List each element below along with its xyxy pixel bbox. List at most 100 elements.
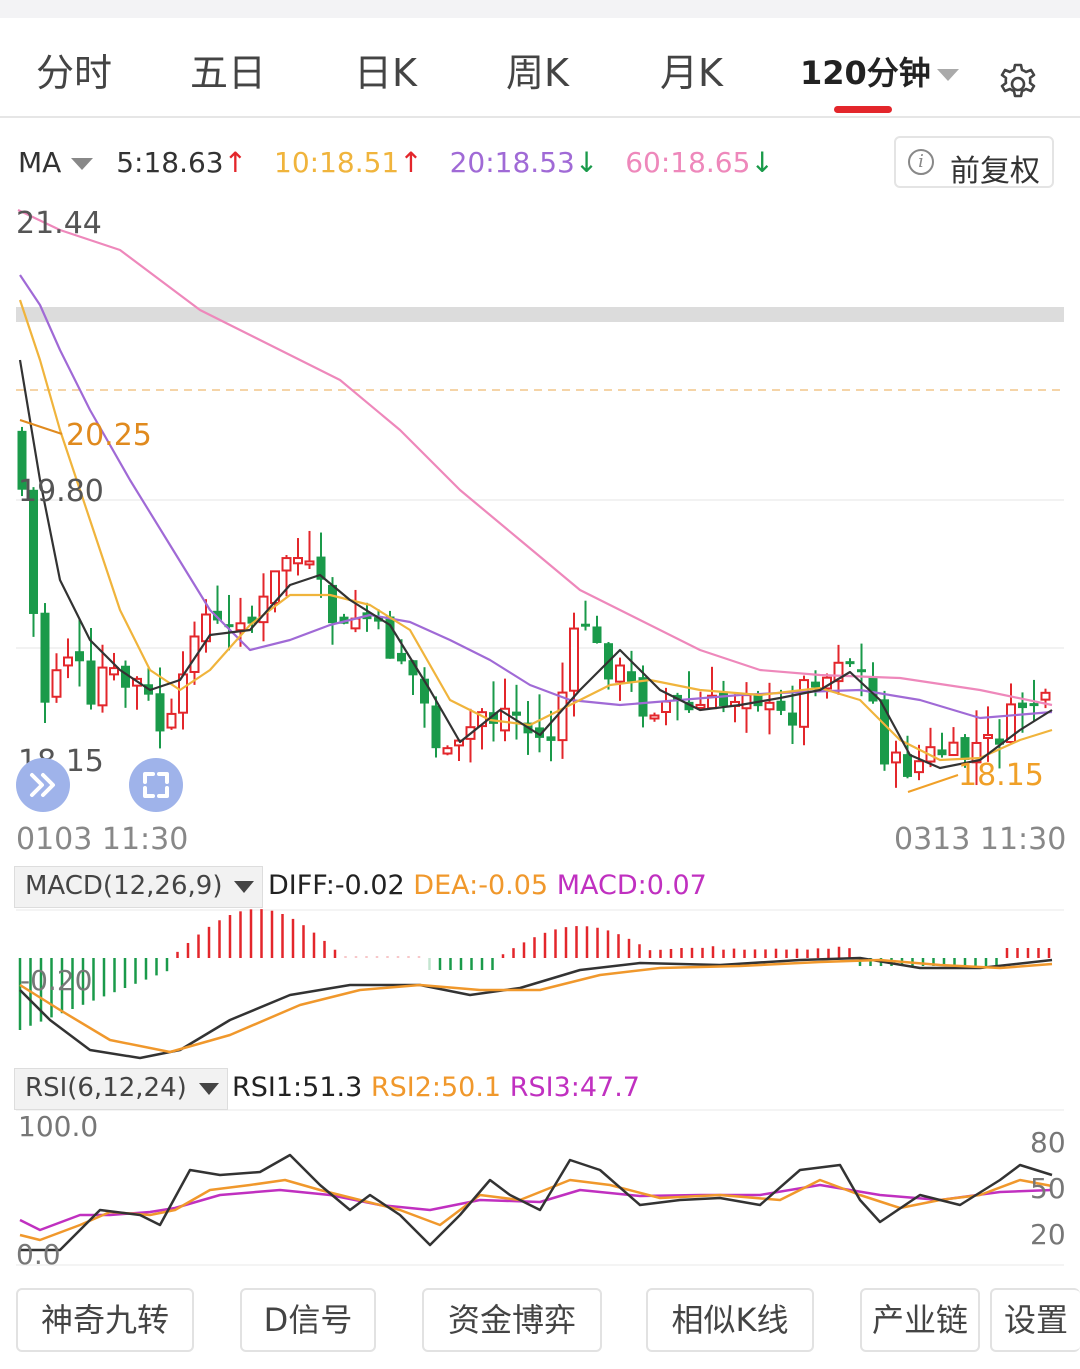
rsi-selector[interactable]: RSI(6,12,24) <box>14 1068 228 1110</box>
kline-candle-up <box>569 627 579 692</box>
similar-kline-button[interactable]: 相似K线 <box>646 1288 814 1352</box>
kline-candle-down <box>86 660 96 705</box>
ma5-text: 5:18.63 <box>116 146 224 179</box>
rsi-level-50: 50 <box>1030 1172 1066 1205</box>
tab-daily-k[interactable]: 日K <box>354 51 417 95</box>
ma10-arrow-icon: ↑ <box>399 146 423 179</box>
kline-candle-up <box>615 664 625 683</box>
kline-candle-up <box>97 666 108 707</box>
kline-candle-down <box>857 669 866 673</box>
macd-selector[interactable]: MACD(12,26,9) <box>14 866 264 908</box>
kline-candle-down <box>213 610 222 621</box>
active-tab-indicator <box>834 106 892 113</box>
kline-candle-down <box>638 677 648 717</box>
kline-candle-up <box>442 747 453 755</box>
kline-candle-up <box>948 741 959 757</box>
expand-forward-button[interactable] <box>16 758 70 812</box>
tab-intraday[interactable]: 分时 <box>36 51 113 95</box>
kline-candle-up <box>914 760 924 774</box>
kline-candle-down <box>408 660 418 676</box>
status-strip <box>0 0 1080 18</box>
kline-candle-up <box>293 557 303 565</box>
kline-candle-up <box>1006 703 1016 744</box>
kline-candle-up <box>891 751 901 764</box>
kline-candle-up <box>741 694 752 710</box>
price-level-label: 19.80 <box>18 474 104 509</box>
kline-candle-up <box>51 669 62 698</box>
rsi-values: RSI1:51.3 RSI2:50.1 RSI3:47.7 <box>232 1072 640 1103</box>
rsi-top-label: 100.0 <box>18 1110 99 1143</box>
high-price-marker: 20.25 <box>66 418 152 453</box>
kline-candle-up <box>695 703 706 709</box>
kline-candle-down <box>776 700 786 711</box>
kline-candle-down <box>75 651 84 662</box>
kline-candle-down <box>224 624 234 628</box>
fullscreen-button[interactable] <box>129 758 183 812</box>
rsi3-value: RSI3:47.7 <box>509 1072 640 1103</box>
kline-candle-down <box>397 652 406 662</box>
ma5-value: 5:18.63↑ <box>116 146 247 179</box>
kline-candle-up <box>109 667 119 676</box>
ma60-value: 60:18.65↓ <box>625 146 774 179</box>
price-adjust-button[interactable]: i 前复权 <box>894 136 1054 189</box>
kline-candle-up <box>500 707 510 732</box>
kline-candle-down <box>546 736 556 741</box>
ma20-value: 20:18.53↓ <box>450 146 599 179</box>
kline-candle-down <box>29 489 38 614</box>
tab-weekly-k[interactable]: 周K <box>506 51 569 95</box>
rsi-bottom-label: 0.0 <box>16 1238 61 1271</box>
kline-candle-down <box>17 430 27 490</box>
price-band <box>16 307 1064 322</box>
magic-nine-button[interactable]: 神奇九转 <box>16 1288 194 1352</box>
macd-axis-label: -0.20 <box>20 964 93 997</box>
info-icon: i <box>908 149 934 175</box>
bottom-toolbar: 神奇九转 D信号 资金博弈 相似K线 产业链 设置 <box>0 1288 1080 1358</box>
kline-candle-up <box>189 635 200 673</box>
kline-candle-up <box>661 700 671 713</box>
kline-candle-down <box>995 738 1004 745</box>
kline-candle-down <box>374 617 383 622</box>
ma60-text: 60:18.65 <box>625 146 751 179</box>
ma-legend: MA 5:18.63↑ 10:18.51↑ 20:18.53↓ 60:18.65… <box>18 146 774 186</box>
rsi2-value: RSI2:50.1 <box>370 1072 502 1103</box>
macd-selector-label: MACD(12,26,9) <box>25 871 223 901</box>
kline-candle-down <box>592 626 602 644</box>
kline-candle-down <box>247 616 257 624</box>
tab-monthly-k[interactable]: 月K <box>660 51 723 95</box>
capital-game-button[interactable]: 资金博弈 <box>422 1288 602 1352</box>
ma60-arrow-icon: ↓ <box>750 146 774 179</box>
fullscreen-icon <box>143 772 169 798</box>
settings-button[interactable]: 设置 <box>990 1288 1080 1352</box>
rsi1-value: RSI1:51.3 <box>232 1072 363 1103</box>
kline-candle-up <box>764 701 775 711</box>
kline-candle-down <box>328 584 337 624</box>
price-max-label: 21.44 <box>16 206 102 241</box>
tab-120min[interactable]: 120分钟 <box>800 48 959 94</box>
kline-candle-down <box>339 616 349 624</box>
kline-candle-down <box>489 712 498 724</box>
ma-chevron-down-icon <box>71 158 94 170</box>
tab-120min-label: 120分钟 <box>800 54 931 92</box>
ma10-value: 10:18.51↑ <box>274 146 423 179</box>
ma60-line <box>17 209 1053 707</box>
kline-candle-down <box>845 661 855 665</box>
kline-candle-down <box>40 612 50 703</box>
ma10-text: 10:18.51 <box>274 146 400 179</box>
kline-candle-down <box>880 699 889 765</box>
ma5-line <box>18 359 1053 770</box>
kline-chart-area[interactable] <box>0 190 1080 1280</box>
low-price-marker: 18.15 <box>958 758 1044 793</box>
kline-candle-up <box>1040 691 1051 701</box>
rsi-level-80: 80 <box>1030 1126 1066 1159</box>
tab-five-day[interactable]: 五日 <box>190 51 267 95</box>
kline-candle-down <box>753 693 763 707</box>
period-tabs: 分时 五日 日K 周K 月K 120分钟 <box>0 18 1080 118</box>
d-signal-button[interactable]: D信号 <box>240 1288 376 1352</box>
industry-chain-button[interactable]: 产业链 <box>860 1288 980 1352</box>
ma-selector[interactable]: MA <box>18 146 94 179</box>
gear-icon[interactable] <box>996 62 1040 106</box>
kline-candle-down <box>431 705 441 749</box>
kline-candle-down <box>420 678 429 704</box>
ma10-line <box>18 299 1053 762</box>
kline-candle-down <box>512 711 521 716</box>
